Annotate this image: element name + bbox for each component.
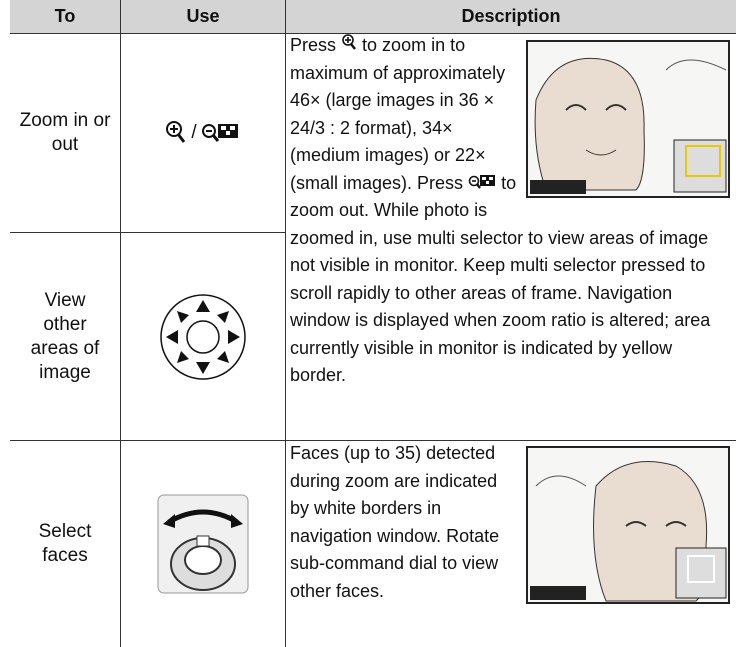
row-rule	[10, 33, 736, 34]
header-to: To	[10, 0, 120, 33]
multi-selector	[121, 233, 285, 440]
separator: /	[191, 122, 197, 143]
shared-description: Press to zoom in to maximum of approxima…	[286, 32, 734, 440]
column-rule	[120, 0, 121, 647]
faces-description: Faces (up to 35) detected during zoom ar…	[286, 440, 734, 647]
row-rule	[10, 232, 285, 233]
column-rule	[285, 0, 286, 647]
row-to: View other areas of image	[30, 289, 100, 383]
zoom-out-icon	[468, 174, 496, 189]
header-use: Use	[121, 0, 285, 33]
description-text: to zoom in to maximum of approximately 4…	[290, 35, 506, 193]
header-description: Description	[286, 0, 736, 33]
faces-photo	[526, 446, 730, 604]
multi-selector-icon	[160, 293, 246, 380]
description-text: Press	[290, 35, 337, 55]
description-text: to zoom out. While photo is zoomed in, u…	[290, 172, 711, 386]
description-text: Faces (up to 35) detected during zoom ar…	[290, 443, 500, 601]
zoom-out-icon	[201, 124, 238, 142]
sub-command-dial-icon	[157, 494, 249, 594]
zoom-buttons: /	[121, 34, 285, 232]
zoomed-photo	[526, 40, 730, 198]
sub-command-dial	[121, 441, 285, 647]
zoom-in-icon	[166, 121, 186, 143]
row-rule	[10, 440, 736, 441]
zoom-in-icon	[342, 34, 356, 50]
row-to: Select faces	[38, 521, 92, 566]
row-to: Zoom in or out	[19, 110, 111, 155]
